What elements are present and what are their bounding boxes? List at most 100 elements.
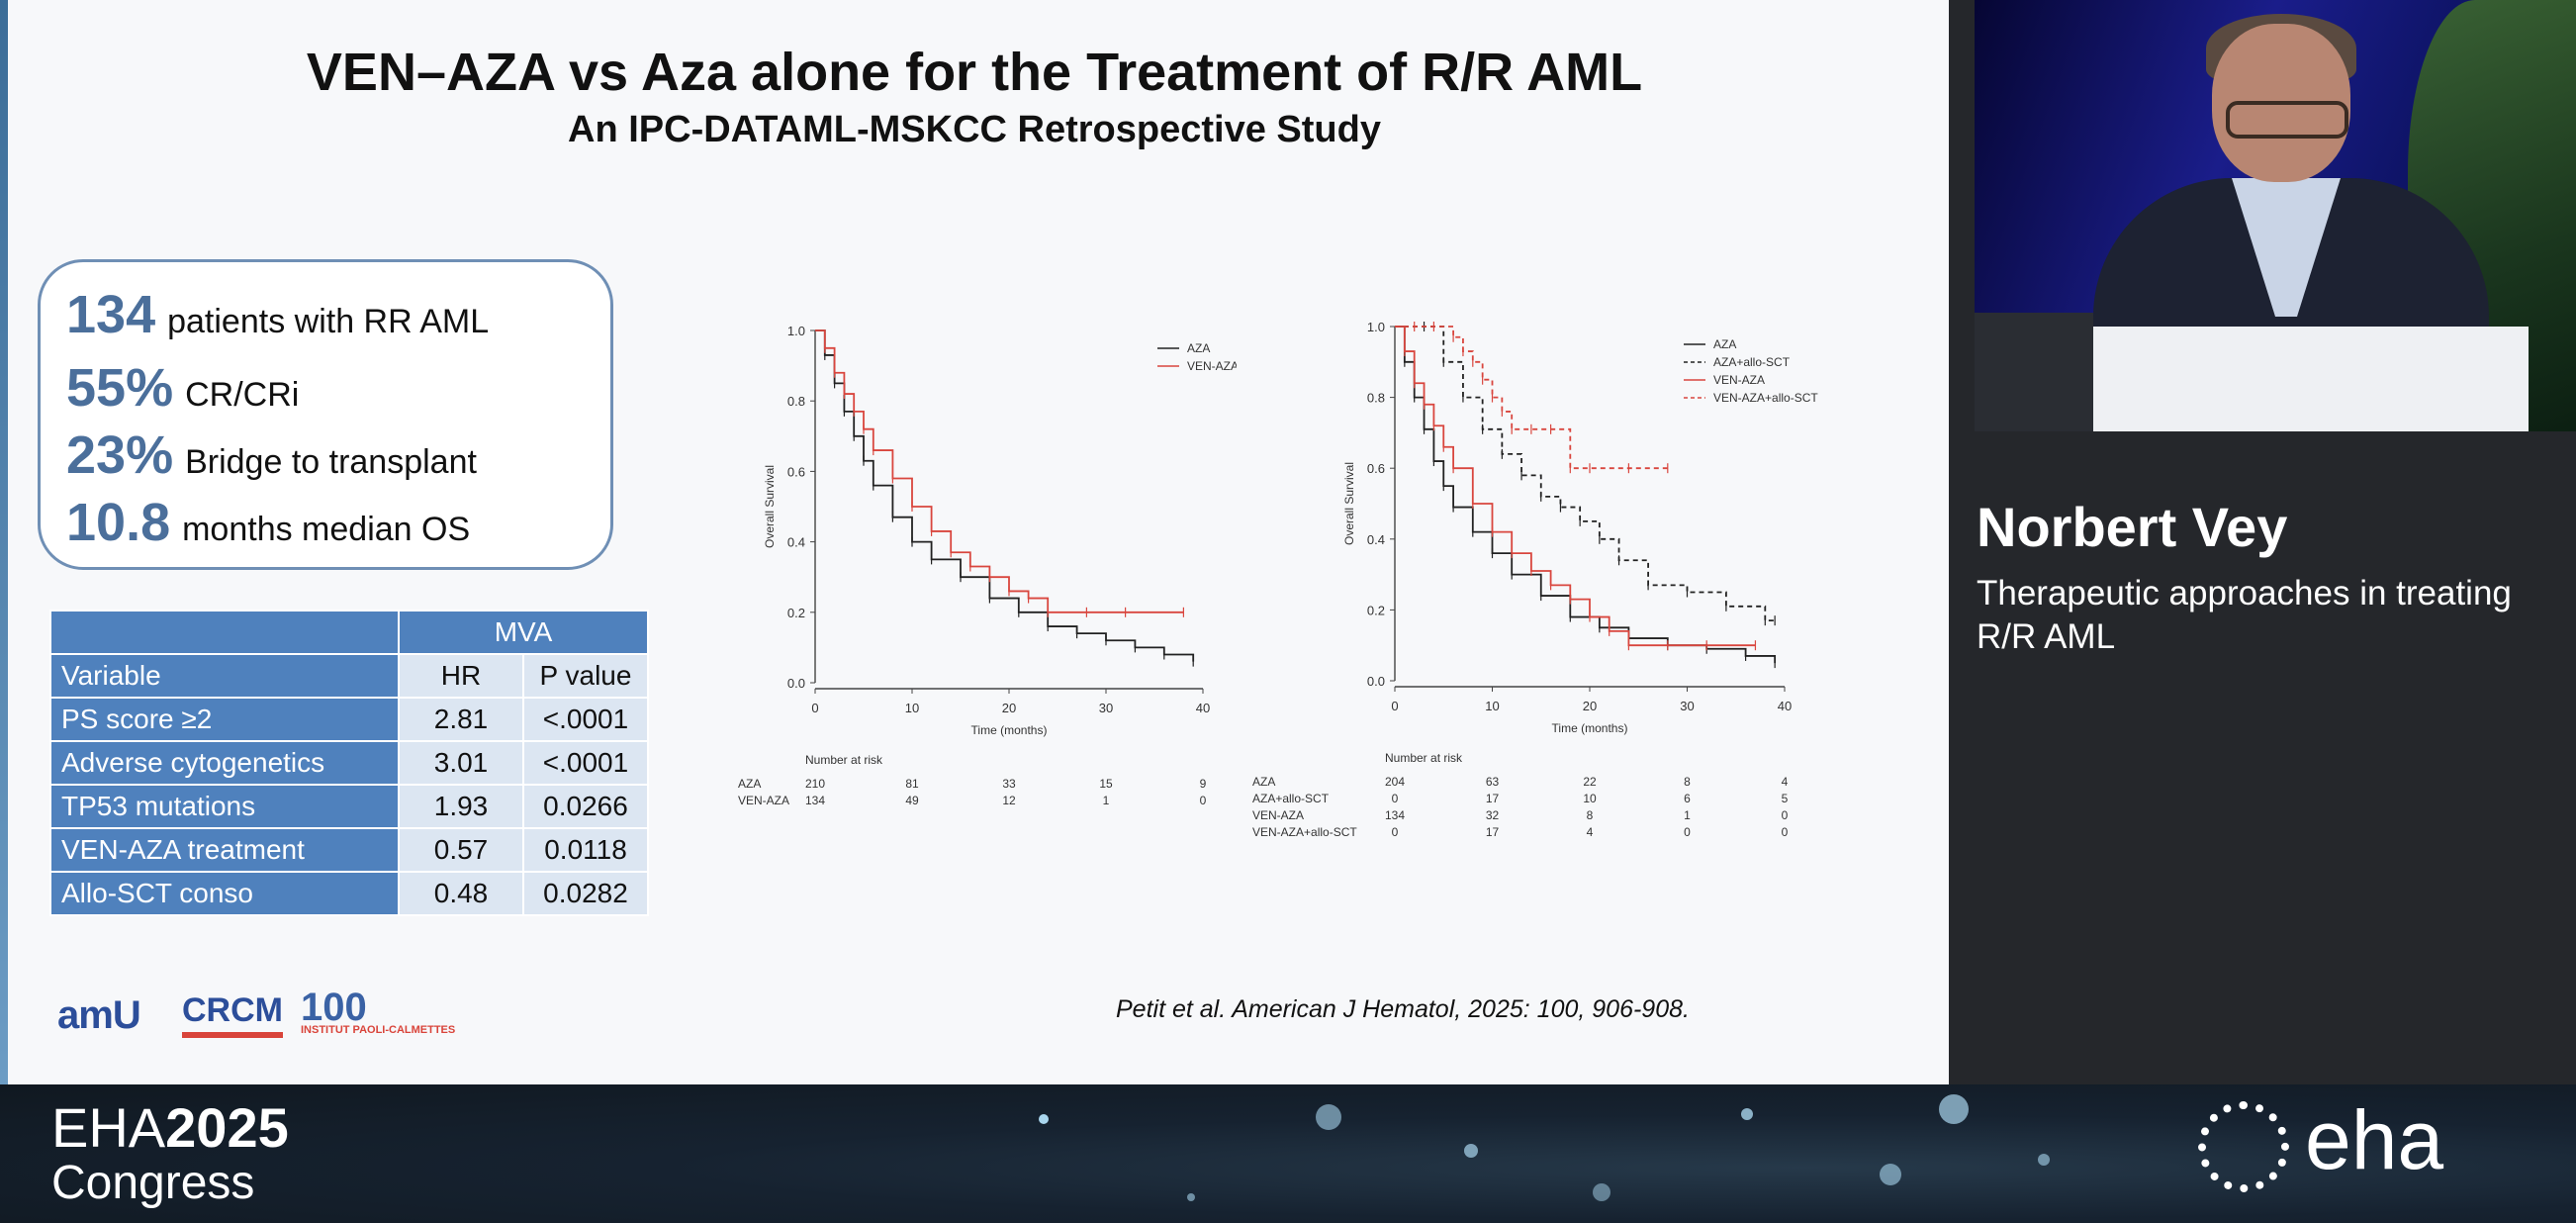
slide-accent-strip [0, 0, 8, 1084]
stat-text: Bridge to transplant [185, 443, 477, 481]
table-row: VEN-AZA treatment 0.57 0.0118 [49, 827, 649, 873]
ipc-logo-number: 100 [301, 986, 367, 1029]
x-tick-label: 0 [811, 701, 818, 715]
risk-value: 10 [1583, 792, 1597, 805]
variable-cell: VEN-AZA treatment [49, 827, 400, 873]
mva-header-blank [49, 610, 400, 655]
sparkle-dot [1593, 1183, 1610, 1201]
x-axis-label: Time (months) [971, 723, 1048, 737]
risk-value: 33 [1002, 777, 1016, 791]
x-tick-label: 10 [905, 701, 919, 715]
hr-cell: 2.81 [398, 697, 524, 742]
laptop [1975, 313, 2093, 431]
eha-brand-logo: eha [2198, 1092, 2443, 1192]
stat-row: 55% CR/CRi [66, 357, 299, 419]
sparkle-dot [1039, 1114, 1049, 1124]
key-stats-box: 134 patients with RR AML 55% CR/CRi 23% Bri… [38, 259, 613, 570]
y-tick-label: 0.4 [1367, 532, 1385, 547]
table-row: TP53 mutations 1.93 0.0266 [49, 784, 649, 829]
y-tick-label: 0.8 [1367, 391, 1385, 406]
eha-year-line: EHA2025 [51, 1100, 289, 1156]
x-tick-label: 40 [1778, 699, 1792, 713]
p-value-cell: 0.0118 [522, 827, 649, 873]
y-tick-label: 0.2 [1367, 603, 1385, 617]
amu-logo: amU [57, 993, 141, 1037]
risk-value: 210 [805, 777, 825, 791]
mva-table: MVA Variable HR P value PS score ≥2 2.81… [49, 610, 649, 916]
legend-label: AZA+allo-SCT [1713, 355, 1791, 369]
risk-row-label: AZA [1252, 775, 1275, 789]
risk-value: 12 [1002, 794, 1016, 807]
ipc-logo: 100 INSTITUT PAOLI-CALMETTES [301, 986, 455, 1036]
presentation-slide: VEN–AZA vs Aza alone for the Treatment o… [0, 0, 1949, 1084]
stat-row: 23% Bridge to transplant [66, 424, 477, 486]
y-tick-label: 1.0 [1367, 320, 1385, 334]
risk-value: 32 [1486, 808, 1500, 822]
stat-row: 10.8 months median OS [66, 492, 470, 553]
risk-value: 5 [1782, 792, 1789, 805]
risk-value: 81 [905, 777, 919, 791]
y-tick-label: 0.0 [1367, 674, 1385, 689]
risk-row-label: VEN-AZA [738, 794, 789, 807]
p-value-cell: 0.0266 [522, 784, 649, 829]
risk-value: 4 [1782, 775, 1789, 789]
variable-cell: Allo-SCT conso [49, 871, 400, 916]
risk-value: 134 [1385, 808, 1405, 822]
risk-value: 15 [1099, 777, 1113, 791]
crcm-logo-text: CRCM [182, 991, 283, 1029]
x-tick-label: 40 [1196, 701, 1210, 715]
p-value-cell: 0.0282 [522, 871, 649, 916]
legend-label: AZA [1187, 341, 1210, 355]
y-axis-label: Overall Survival [1342, 462, 1356, 545]
y-tick-label: 0.2 [787, 606, 805, 620]
risk-value: 9 [1200, 777, 1207, 791]
risk-table-title: Number at risk [1385, 751, 1463, 765]
risk-table-title: Number at risk [805, 753, 883, 767]
risk-row-label: VEN-AZA [1252, 808, 1304, 822]
congress-text: Congress [51, 1157, 255, 1209]
stat-text: patients with RR AML [167, 303, 490, 340]
risk-value: 17 [1486, 825, 1500, 839]
risk-value: 22 [1583, 775, 1597, 789]
y-tick-label: 0.8 [787, 394, 805, 409]
hr-cell: 0.57 [398, 827, 524, 873]
speaker-name: Norbert Vey [1977, 496, 2288, 558]
sparkle-dot [1741, 1108, 1753, 1120]
p-value-cell: <.0001 [522, 697, 649, 742]
citation: Petit et al. American J Hematol, 2025: 1… [1116, 995, 1690, 1023]
x-tick-label: 30 [1099, 701, 1113, 715]
speaker-video [1975, 0, 2576, 431]
risk-row-label: VEN-AZA+allo-SCT [1252, 825, 1357, 839]
speaker-glasses [2226, 101, 2348, 139]
lectern [2064, 327, 2529, 431]
variable-cell: Adverse cytogenetics [49, 740, 400, 786]
risk-value: 0 [1392, 792, 1399, 805]
y-axis-label: Overall Survival [763, 465, 777, 548]
risk-value: 17 [1486, 792, 1500, 805]
series-line [815, 329, 1184, 613]
risk-value: 0 [1782, 808, 1789, 822]
risk-value: 0 [1392, 825, 1399, 839]
risk-value: 63 [1486, 775, 1500, 789]
series-line [1395, 326, 1668, 470]
table-row: Adverse cytogenetics 3.01 <.0001 [49, 740, 649, 786]
risk-value: 6 [1684, 792, 1691, 805]
risk-value: 0 [1684, 825, 1691, 839]
eha-congress-logo: EHA2025 Congress [51, 1100, 289, 1211]
y-tick-label: 0.6 [787, 464, 805, 479]
p-value-cell: <.0001 [522, 740, 649, 786]
table-row: PS score ≥2 2.81 <.0001 [49, 697, 649, 742]
sparkle-dot [2038, 1154, 2050, 1166]
hr-cell: 0.48 [398, 871, 524, 916]
sparkle-dot [1187, 1193, 1195, 1201]
stat-value: 10.8 [66, 493, 171, 552]
mva-header: MVA [398, 610, 649, 655]
stat-row: 134 patients with RR AML [66, 284, 489, 345]
mva-header-row: MVA [49, 610, 649, 655]
sparkle-dot [1316, 1104, 1341, 1130]
eha-globe-icon [2198, 1100, 2289, 1192]
x-tick-label: 10 [1485, 699, 1499, 713]
stat-text: months median OS [182, 511, 471, 548]
